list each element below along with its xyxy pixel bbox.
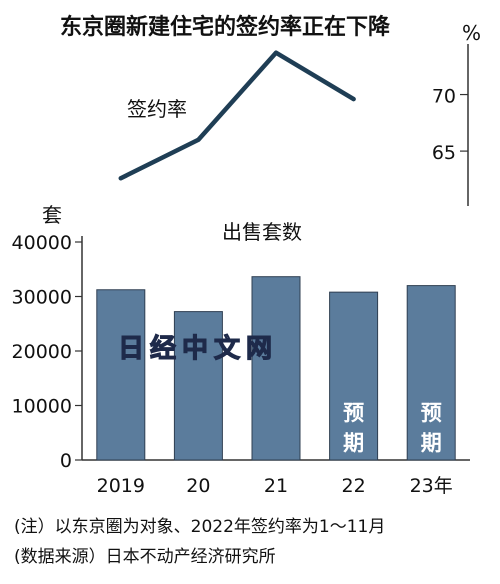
bar-y-tick-label: 0 xyxy=(60,450,72,472)
watermark: 日经中文网 xyxy=(118,333,278,364)
bar-annotation: 预 xyxy=(421,401,442,425)
bar-x-tick-label: 21 xyxy=(264,475,288,497)
bar-4 xyxy=(329,291,379,461)
bar-x-tick-label: 22 xyxy=(342,475,366,497)
count-unit: 套 xyxy=(42,203,62,227)
rate-line-chart: 65 70 xyxy=(118,44,469,206)
bar-2 xyxy=(173,311,223,461)
bar-1 xyxy=(96,289,146,461)
bar-5 xyxy=(406,285,456,461)
note-line-1: (注）以东京圈为对象、2022年签约率为1～11月 xyxy=(14,517,385,537)
chart-title: 东京圈新建住宅的签约率正在下降 xyxy=(60,14,391,40)
bar-annotation: 期 xyxy=(343,431,364,455)
bar-annotation: 预 xyxy=(343,401,364,425)
bar-y-tick-label: 40000 xyxy=(12,232,72,254)
rate-point xyxy=(196,137,201,142)
rate-line-series xyxy=(118,50,356,181)
bar-annotation: 期 xyxy=(421,431,442,455)
line-series-label: 签约率 xyxy=(127,97,187,121)
note-line-2: (数据来源）日本不动产经济研究所 xyxy=(14,547,276,567)
bar-series-label: 出售套数 xyxy=(222,220,302,244)
bar-y-tick-label: 10000 xyxy=(12,396,72,418)
bar-3 xyxy=(251,276,301,461)
rate-y-tick-label: 65 xyxy=(432,142,456,164)
bar-x-tick-label: 20 xyxy=(186,475,210,497)
rate-y-tick-label: 70 xyxy=(432,86,456,108)
rate-unit: % xyxy=(462,21,481,45)
bar-y-tick-label: 30000 xyxy=(12,287,72,309)
rate-point xyxy=(351,97,356,102)
bar-x-tick-label: 2019 xyxy=(97,475,145,497)
bar-y-tick-label: 20000 xyxy=(12,341,72,363)
rate-point xyxy=(118,176,123,181)
bar-x-tick-label: 23年 xyxy=(410,475,453,497)
rate-point xyxy=(274,50,278,55)
